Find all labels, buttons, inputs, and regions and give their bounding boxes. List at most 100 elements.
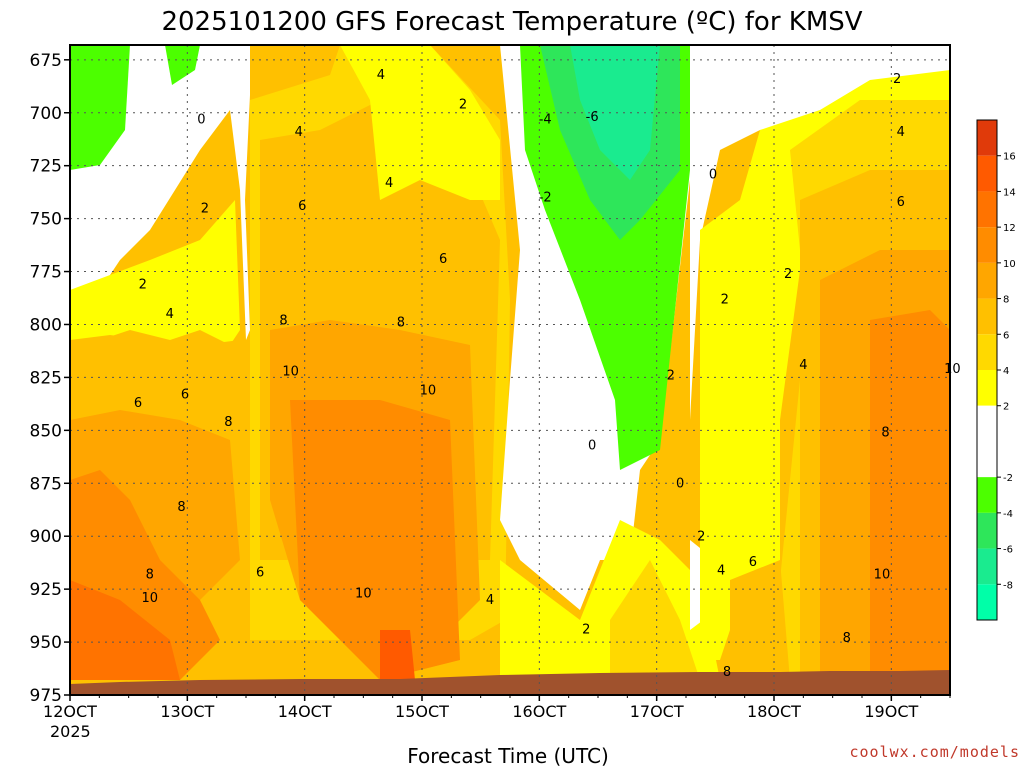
contour-label: 2 — [667, 369, 675, 384]
colorbar-swatch — [977, 548, 997, 585]
plot-area — [70, 45, 950, 695]
contour-label: -2 — [539, 191, 552, 206]
y-tick-label: 825 — [30, 368, 62, 388]
colorbar-label: -2 — [1003, 473, 1013, 484]
colorbar-swatch — [977, 584, 997, 620]
region-orange-west4 — [70, 580, 180, 680]
contour-label: 2 — [201, 201, 209, 216]
colorbar-label: 2 — [1003, 402, 1009, 413]
contour-label: 4 — [166, 307, 174, 322]
region-orange-east3 — [870, 310, 950, 680]
region-green-center3 — [570, 45, 660, 180]
contour-label: 10 — [142, 591, 159, 606]
region-yellow-west — [70, 200, 240, 345]
colorbar-swatch — [977, 262, 997, 299]
contour-label: 2 — [721, 292, 729, 307]
colorbar-swatch — [977, 120, 997, 156]
contour-label: 4 — [385, 176, 393, 191]
contour-label: 8 — [224, 415, 232, 430]
contour-label: -6 — [586, 110, 599, 125]
y-tick-label: 850 — [30, 421, 62, 441]
x-tick-label: 15OCT — [395, 702, 449, 721]
contour-label: 8 — [723, 665, 731, 680]
contour-label: 0 — [197, 112, 205, 127]
region-green-west — [70, 45, 130, 170]
y-tick-label: 725 — [30, 157, 62, 177]
contour-label: 4 — [486, 593, 494, 608]
y-tick-label: 675 — [30, 51, 62, 71]
contour-label: 6 — [439, 252, 447, 267]
x-tick-label: 14OCT — [278, 702, 332, 721]
y-tick-label: 925 — [30, 580, 62, 600]
contour-label: 8 — [881, 426, 889, 441]
region-center-hot — [380, 630, 415, 680]
contour-label: 4 — [799, 358, 807, 373]
contour-label: 6 — [256, 565, 264, 580]
colorbar-swatch — [977, 477, 997, 513]
x-axis: 12OCT 13OCT 14OCT 15OCT 16OCT 17OCT 18OCT 19OCT — [43, 695, 951, 721]
colorbar-label: 16 — [1003, 152, 1016, 163]
y-tick-label: 875 — [30, 474, 62, 494]
contour-label: 10 — [944, 362, 961, 377]
contour-label: 6 — [181, 388, 189, 403]
x-tick-label: 19OCT — [864, 702, 918, 721]
contour-label: 0 — [676, 477, 684, 492]
contour-label: 10 — [355, 587, 372, 602]
colorbar-label: 6 — [1003, 330, 1009, 341]
contour-label: 2 — [893, 72, 901, 87]
colorbar-swatch — [977, 370, 997, 406]
contour-labels: 0 2 2 4 6 6 8 8 8 10 6 4 6 8 8 10 10 10 4 4 6 2 4 -4 -6 -2 0 2 2 0 0 2 4… — [134, 68, 961, 680]
contour-label: 4 — [717, 563, 725, 578]
region-yellow-east — [700, 70, 950, 660]
region-green-west2 — [165, 45, 200, 85]
contour-label: 10 — [874, 568, 891, 583]
colorbar-swatch — [977, 405, 997, 478]
colorbar-swatch — [977, 227, 997, 263]
contour-label: 2 — [784, 267, 792, 282]
colorbar-label: -4 — [1003, 509, 1013, 520]
y-tick-label: 950 — [30, 633, 62, 653]
contour-label: 8 — [279, 313, 287, 328]
contour-label: 2 — [697, 529, 705, 544]
contour-label: 0 — [709, 167, 717, 182]
contour-label: 6 — [897, 195, 905, 210]
region-gold-bottom-center — [610, 560, 700, 680]
contour-label: 10 — [282, 364, 299, 379]
x-year-label: 2025 — [50, 722, 91, 741]
region-orange-east-low — [730, 560, 790, 680]
x-tick-label: 17OCT — [630, 702, 684, 721]
contour-label: 0 — [588, 438, 596, 453]
contour-label: 6 — [298, 199, 306, 214]
contour-label: -4 — [539, 112, 552, 127]
x-tick-label: 13OCT — [160, 702, 214, 721]
contour-label: 2 — [582, 623, 590, 638]
contour-label: 6 — [749, 555, 757, 570]
x-tick-label: 18OCT — [747, 702, 801, 721]
y-tick-label: 775 — [30, 263, 62, 283]
colorbar-swatch — [977, 334, 997, 370]
chart-title: 2025101200 GFS Forecast Temperature (ºC)… — [161, 7, 862, 37]
x-tick-label: 16OCT — [512, 702, 566, 721]
colorbar-label: 10 — [1003, 259, 1016, 270]
contour-label: 8 — [146, 568, 154, 583]
contour-label: 8 — [177, 500, 185, 515]
colorbar-label: -8 — [1003, 580, 1013, 591]
colorbar-swatch — [977, 298, 997, 335]
contour-label: 4 — [377, 68, 385, 83]
colorbar: 16 14 12 10 8 6 4 2 -2 -4 -6 -8 — [976, 119, 1016, 621]
contour-label: 10 — [420, 383, 437, 398]
x-axis-label: Forecast Time (UTC) — [407, 744, 609, 768]
y-tick-label: 700 — [30, 104, 62, 124]
colorbar-label: 14 — [1003, 187, 1016, 198]
contour-label: 8 — [397, 316, 405, 331]
y-tick-label: 800 — [30, 315, 62, 335]
colorbar-label: -6 — [1003, 545, 1013, 556]
credit-label: coolwx.com/models — [849, 743, 1020, 761]
contour-label: 4 — [295, 125, 303, 140]
colorbar-swatch — [977, 191, 997, 228]
contour-label: 6 — [134, 396, 142, 411]
contour-label: 2 — [459, 98, 467, 113]
colorbar-swatch — [977, 512, 997, 549]
contour-label: 8 — [843, 631, 851, 646]
